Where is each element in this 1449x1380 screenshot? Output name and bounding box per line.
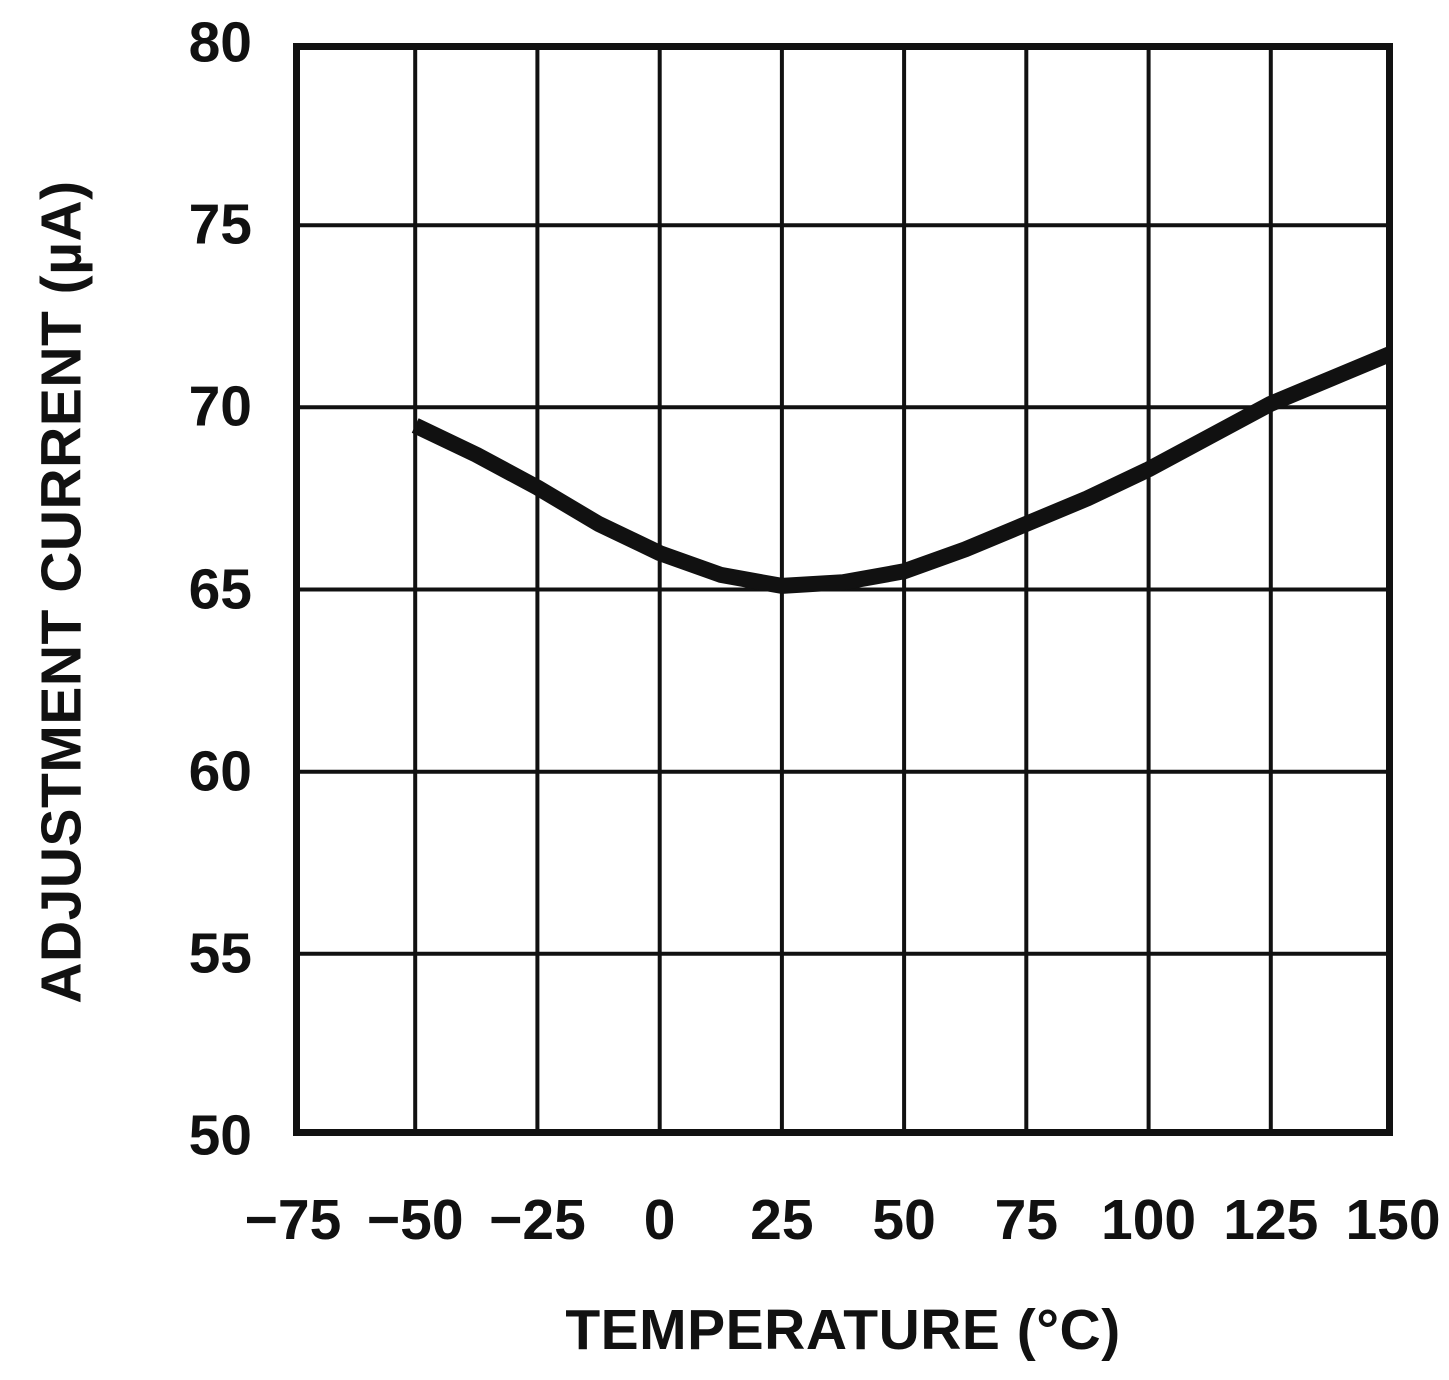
x-tick-label: 25 [750,1188,814,1252]
x-tick-label: 125 [1223,1188,1319,1252]
x-tick-label: −75 [244,1188,342,1252]
x-tick-label: 100 [1100,1188,1197,1252]
data-curve [411,345,1393,594]
y-tick-label: 55 [188,921,252,986]
plot-area [293,43,1393,1136]
x-tick-label: 150 [1345,1188,1441,1252]
x-axis-title: TEMPERATURE (°C) [565,1298,1121,1362]
x-tick-label: 75 [994,1188,1059,1252]
y-tick-label: 60 [188,739,252,804]
x-tick-label: −25 [489,1188,586,1252]
y-tick-label: 50 [188,1103,252,1168]
x-tick-label: −50 [366,1188,464,1252]
x-tick-label: 0 [643,1188,676,1252]
y-tick-label: 75 [188,192,252,257]
y-tick-label: 80 [188,10,252,75]
x-tick-label: 50 [872,1188,936,1252]
y-tick-label: 65 [188,557,252,621]
y-tick-label: 70 [188,374,252,439]
plot-border [293,43,1393,1136]
